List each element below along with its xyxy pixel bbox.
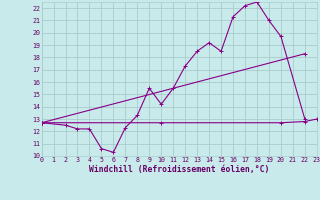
- X-axis label: Windchill (Refroidissement éolien,°C): Windchill (Refroidissement éolien,°C): [89, 165, 269, 174]
